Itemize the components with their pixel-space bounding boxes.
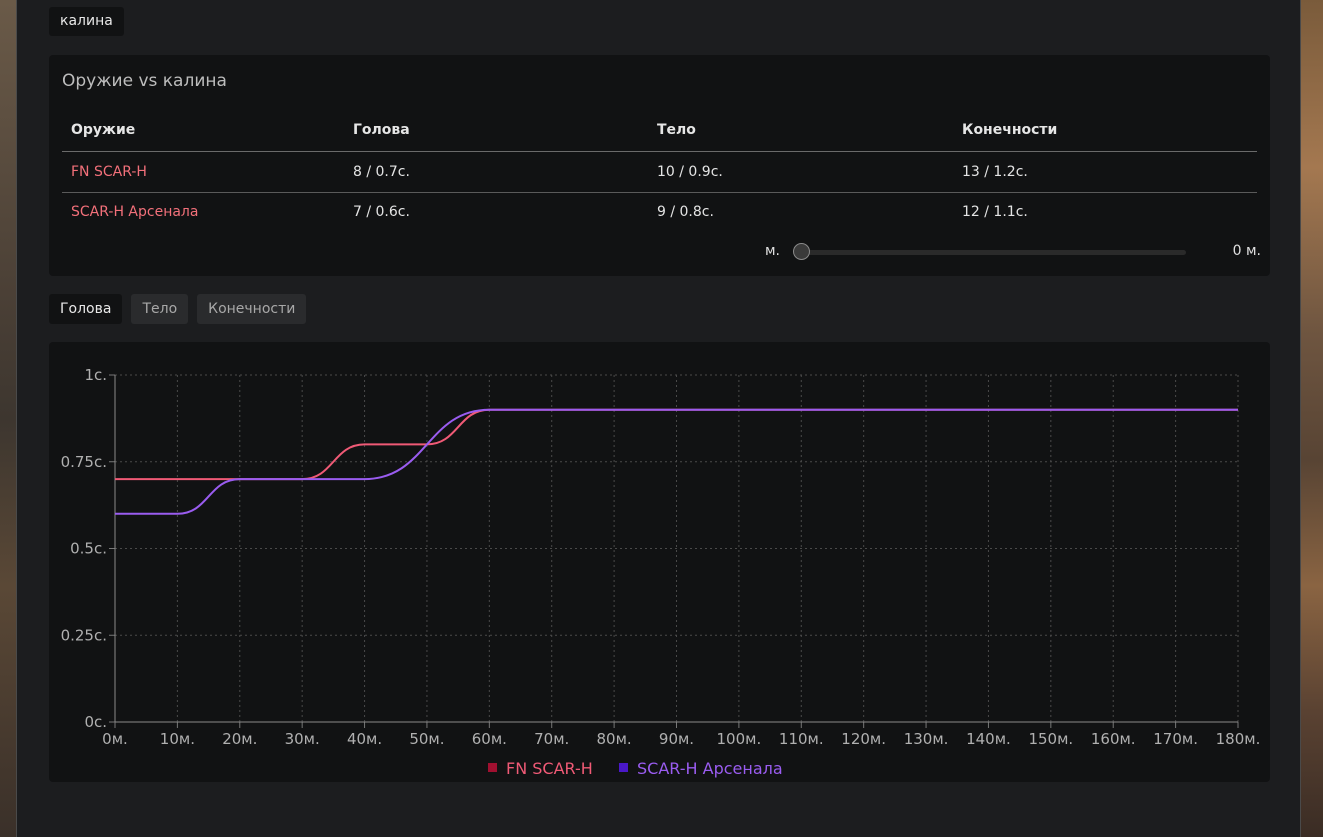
table-row: SCAR-H Арсенала 7 / 0.6с. 9 / 0.8с. 12 /…: [62, 193, 1257, 231]
body-part-tabs: Голова Тело Конечности: [49, 294, 307, 324]
x-tick-label: 0м.: [102, 730, 128, 748]
x-tick-label: 120м.: [841, 730, 886, 748]
distance-slider-row: м. 0 м.: [765, 241, 1261, 263]
x-tick-label: 90м.: [659, 730, 694, 748]
legend-swatch: [488, 763, 497, 772]
column-header-head: Голова: [353, 121, 410, 138]
legend-label: SCAR-H Арсенала: [637, 759, 783, 778]
series-line-1: [115, 408, 1238, 481]
legend-swatch: [619, 763, 628, 772]
slider-unit-label: м.: [765, 243, 781, 259]
ttk-chart: 0м. 10м. 20м. 30м. 40м. 50м. 60м. 70м. 80м. 90м. 1…: [49, 342, 1270, 782]
comparison-card: Оружие vs калина Оружие Голова Тело Коне…: [49, 55, 1270, 276]
series-line-2: [115, 408, 1238, 515]
column-header-body: Тело: [657, 121, 696, 138]
table-row: FN SCAR-H 8 / 0.7с. 10 / 0.9с. 13 / 1.2с…: [62, 152, 1257, 193]
weapon-link[interactable]: FN SCAR-H: [71, 164, 147, 180]
distance-slider-thumb[interactable]: [793, 243, 810, 260]
y-tick-label: 1с.: [84, 366, 107, 384]
x-tick-label: 20м.: [222, 730, 257, 748]
y-tick-label: 0.75с.: [61, 453, 107, 471]
x-tick-label: 60м.: [472, 730, 507, 748]
x-tick-label: 40м.: [347, 730, 382, 748]
opponent-tag: калина: [49, 7, 124, 36]
main-panel: калина Оружие vs калина Оружие Голова Те…: [16, 0, 1301, 837]
head-value: 7 / 0.6с.: [353, 204, 410, 220]
body-value: 9 / 0.8с.: [657, 204, 714, 220]
column-header-weapon: Оружие: [71, 121, 136, 138]
legend-label: FN SCAR-H: [506, 759, 593, 778]
background-left: [0, 0, 16, 837]
x-tick-label: 100м.: [717, 730, 762, 748]
x-tick-label: 50м.: [409, 730, 444, 748]
x-tick-label: 10м.: [160, 730, 195, 748]
x-tick-label: 130м.: [904, 730, 949, 748]
chart-svg: 0м. 10м. 20м. 30м. 40м. 50м. 60м. 70м. 80м. 90м. 1…: [61, 366, 1261, 778]
column-header-limbs: Конечности: [962, 121, 1058, 138]
x-tick-label: 110м.: [779, 730, 824, 748]
x-tick-label: 30м.: [285, 730, 320, 748]
x-tick-label: 140м.: [966, 730, 1011, 748]
weapon-link[interactable]: SCAR-H Арсенала: [71, 204, 199, 220]
tab-body[interactable]: Тело: [131, 294, 189, 324]
slider-value: 0 м.: [1232, 243, 1261, 259]
head-value: 8 / 0.7с.: [353, 164, 410, 180]
x-tick-label: 150м.: [1028, 730, 1073, 748]
x-tick-label: 160м.: [1091, 730, 1136, 748]
x-tick-label: 80м.: [597, 730, 632, 748]
y-tick-label: 0с.: [84, 713, 107, 731]
y-tick-label: 0.5с.: [70, 540, 107, 558]
distance-slider-track[interactable]: [800, 250, 1186, 255]
card-title: Оружие vs калина: [62, 71, 227, 91]
tab-head[interactable]: Голова: [49, 294, 123, 324]
limbs-value: 12 / 1.1с.: [962, 204, 1028, 220]
table-header-row: Оружие Голова Тело Конечности: [62, 108, 1257, 152]
weapons-table: Оружие Голова Тело Конечности FN SCAR-H …: [62, 108, 1257, 231]
tab-limbs[interactable]: Конечности: [197, 294, 307, 324]
x-tick-label: 170м.: [1153, 730, 1198, 748]
y-tick-label: 0.25с.: [61, 626, 107, 644]
body-value: 10 / 0.9с.: [657, 164, 723, 180]
background-right: [1301, 0, 1323, 837]
x-tick-label: 180м.: [1216, 730, 1261, 748]
x-tick-label: 70м.: [534, 730, 569, 748]
limbs-value: 13 / 1.2с.: [962, 164, 1028, 180]
